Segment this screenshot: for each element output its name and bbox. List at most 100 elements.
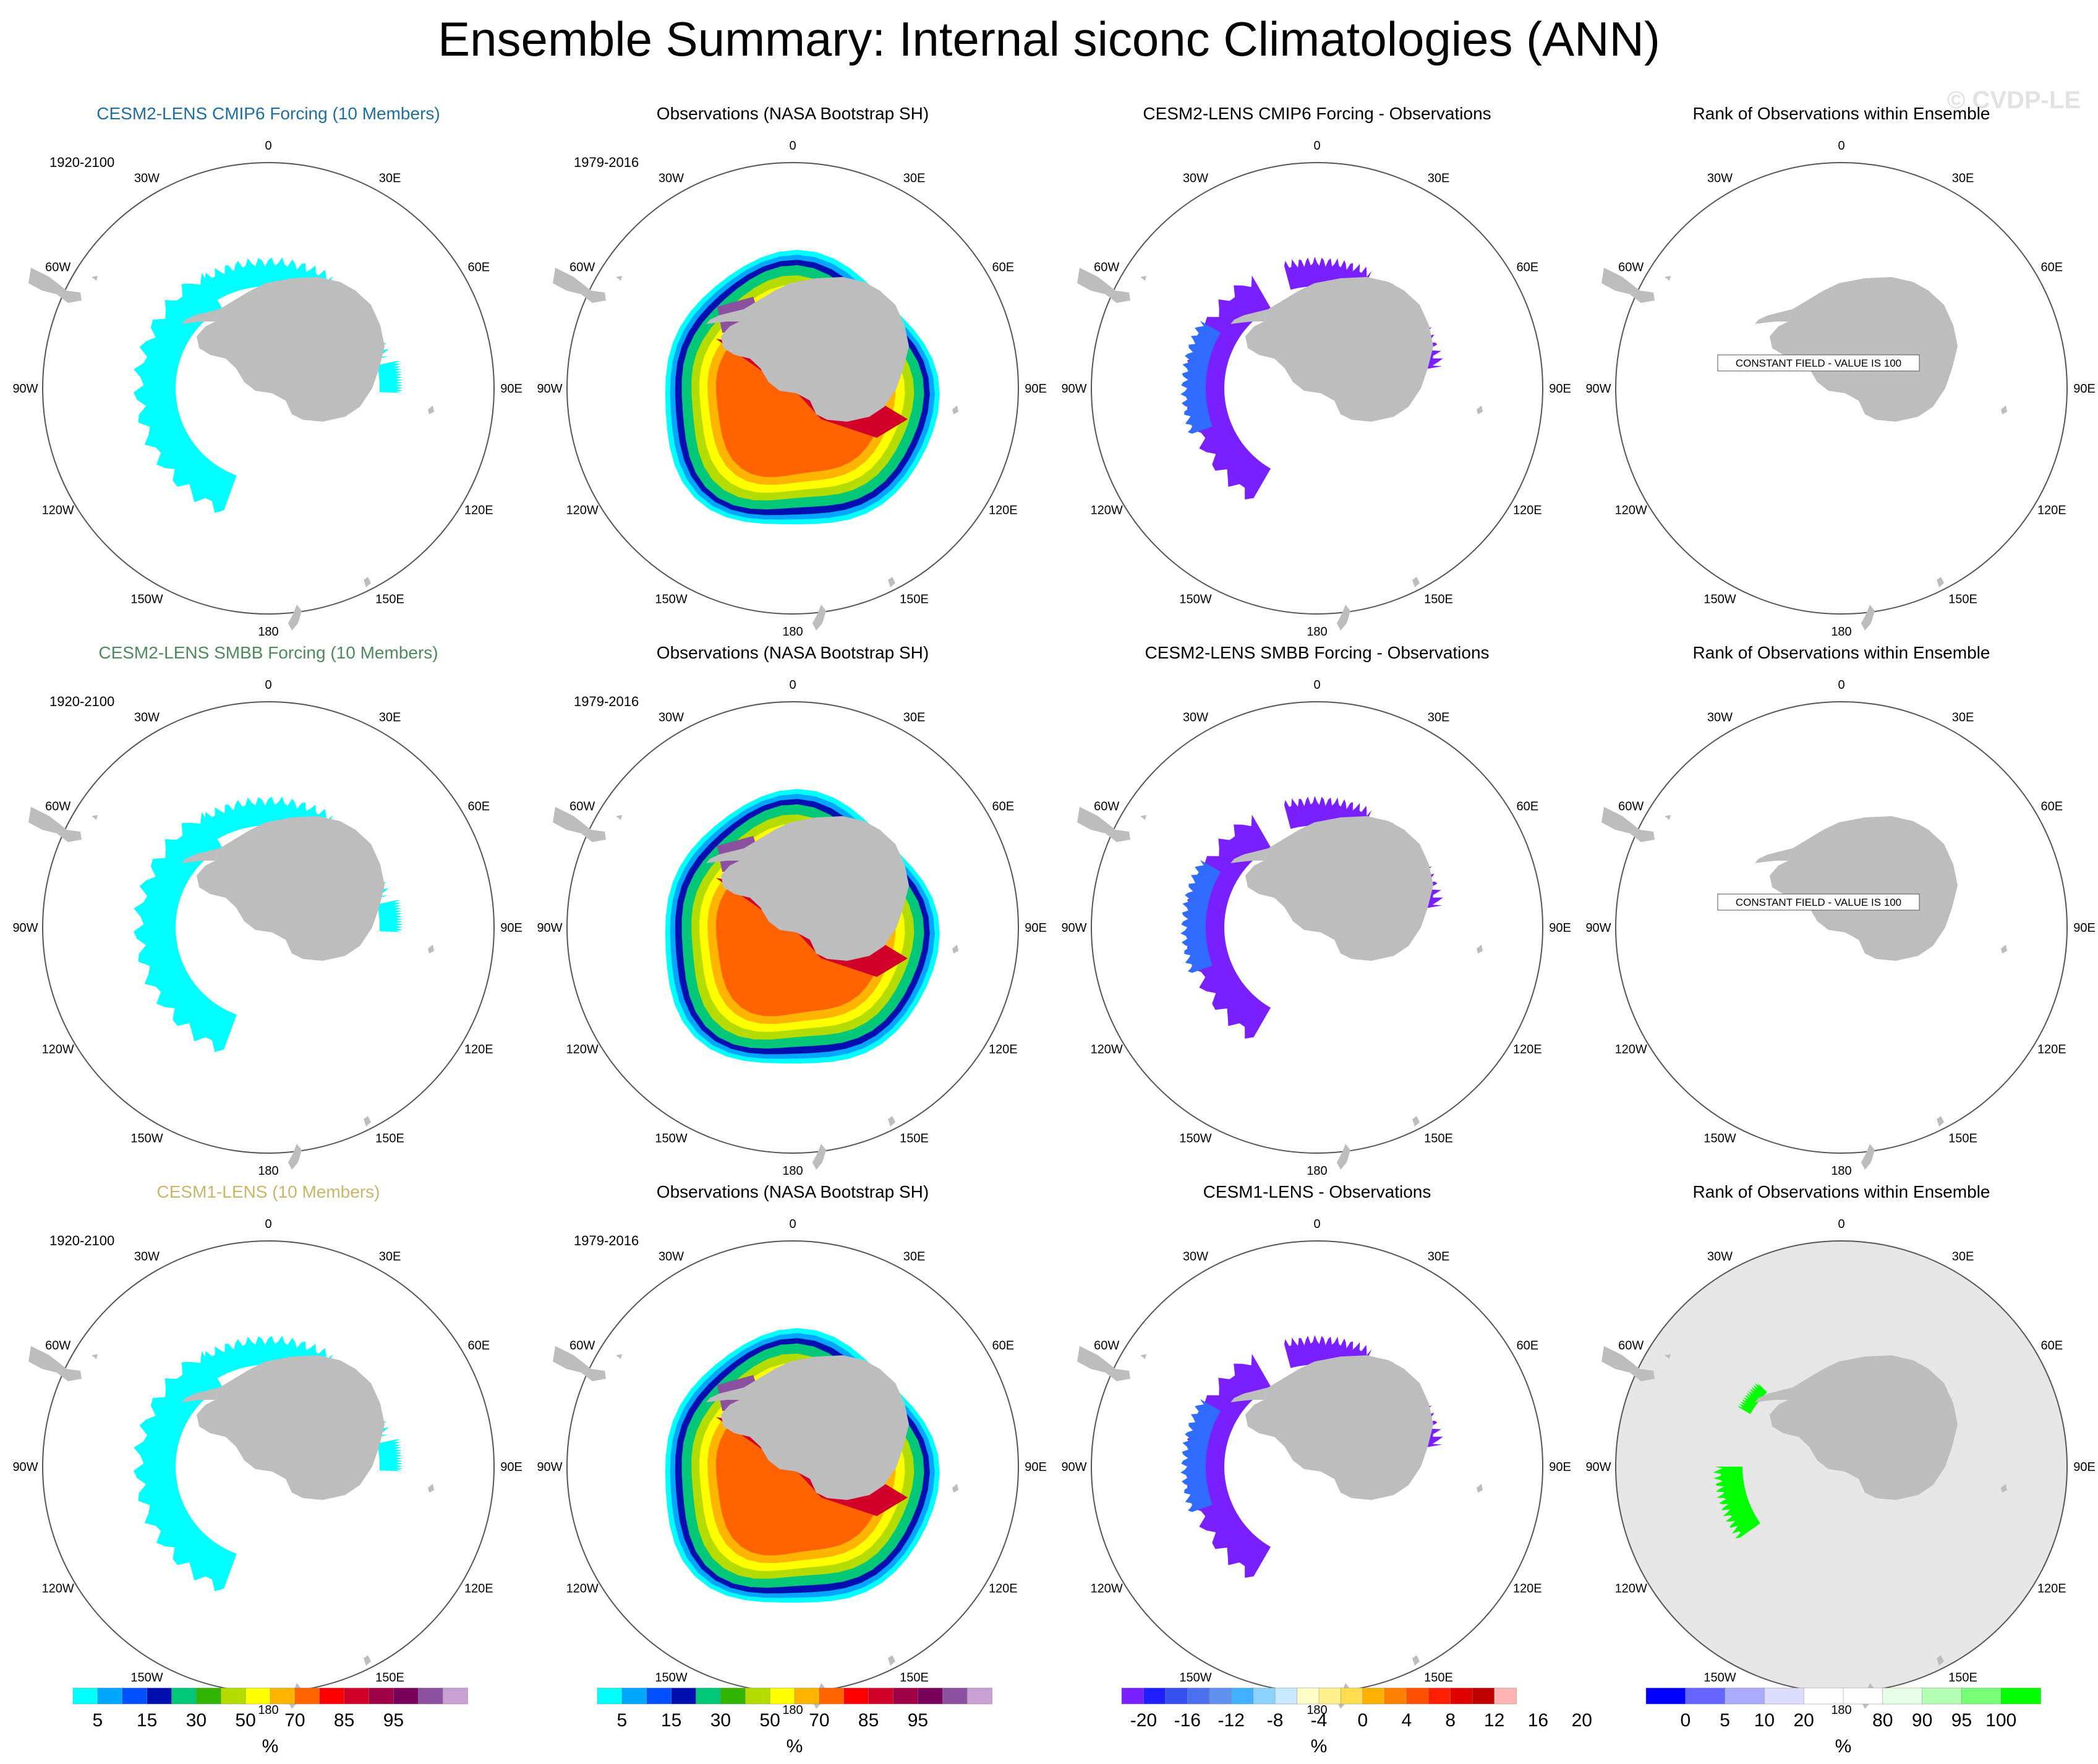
colorbar-swatch (1428, 1687, 1451, 1705)
longitude-label: 60W (1618, 800, 1644, 814)
antarctic-peninsula-shape (706, 848, 744, 863)
longitude-label: 30E (1952, 711, 1974, 725)
panel-period: 1920-2100 (49, 1233, 115, 1248)
longitude-label: 30W (1183, 172, 1208, 185)
longitude-label: 150E (375, 1131, 404, 1145)
panel-title: CESM2-LENS CMIP6 Forcing (10 Members) (96, 104, 440, 123)
polar-map: 0 30E 60E 90E 120E 150E 180 150W 120W 90W 60W 30W CO… (1585, 139, 2095, 639)
longitude-label: 180 (1307, 1703, 1327, 1717)
sea-ice-region (134, 273, 237, 513)
longitude-label: 150E (1424, 1671, 1453, 1684)
longitude-label: 150E (375, 592, 404, 606)
longitude-label: 90W (537, 1460, 562, 1474)
longitude-label: 30E (379, 1250, 401, 1264)
island-shape (2001, 406, 2007, 414)
longitude-label: 180 (1831, 1703, 1851, 1717)
antarctic-peninsula-shape (1230, 1387, 1268, 1402)
island-shape (428, 945, 434, 953)
panel-title: CESM2-LENS CMIP6 Forcing - Observations (1143, 104, 1491, 123)
antarctic-peninsula-shape (706, 1387, 744, 1402)
longitude-label: 60W (569, 1339, 595, 1353)
panel-title: CESM1-LENS - Observations (1203, 1182, 1431, 1201)
longitude-label: 30E (903, 711, 926, 725)
colorbar-tick-label: 30 (186, 1710, 207, 1731)
island-shape (2001, 945, 2007, 953)
antarctic-peninsula-shape (1755, 848, 1793, 863)
longitude-label: 180 (782, 1703, 803, 1717)
island-shape (1140, 276, 1146, 281)
map-panel: Rank of Observations within Ensemble 0 30E… (1579, 1182, 2098, 1720)
south-america-shape (553, 268, 606, 303)
colorbar-swatch (843, 1687, 869, 1705)
colorbar-tick-label: 50 (759, 1710, 780, 1731)
longitude-labels: 0 30E 60E 90E 120E 150E 180 150W 120W 90W 60W 30W (1585, 678, 2095, 1178)
longitude-label: 150E (900, 1671, 929, 1684)
south-america-shape (28, 268, 82, 303)
polar-map: 0 30E 60E 90E 120E 150E 180 150W 120W 90W 60W 30W (1061, 139, 1571, 639)
longitude-label: 120W (1091, 1043, 1123, 1057)
longitude-label: 150W (1704, 592, 1736, 606)
longitude-label: 30W (1183, 1250, 1208, 1264)
longitude-labels: 0 30E 60E 90E 120E 150E 180 150W 120W 90W 60W 30W (1061, 139, 1571, 639)
new-zealand-north-shape (1412, 1655, 1420, 1666)
longitude-label: 180 (1831, 1164, 1851, 1178)
colorbar-tick-label: 15 (661, 1710, 681, 1731)
south-america-shape (28, 1346, 82, 1381)
antarctica-shape (197, 1355, 385, 1500)
land-mask (1601, 268, 2007, 631)
colorbar-swatch (1494, 1687, 1517, 1705)
colorbar-swatch (1121, 1687, 1145, 1705)
colorbar-tick-label: 0 (1358, 1710, 1368, 1731)
island-shape (92, 815, 98, 820)
longitude-label: 180 (1307, 625, 1327, 639)
colorbar-unit: % (1835, 1736, 1852, 1757)
longitude-label: 90W (1585, 1460, 1611, 1474)
new-zealand-north-shape (364, 1655, 371, 1666)
colorbar-tick-label: -4 (1311, 1710, 1328, 1731)
longitude-label: 150W (1179, 1671, 1211, 1684)
colorbar-swatch (1384, 1687, 1407, 1705)
land-mask (28, 807, 434, 1170)
longitude-label: 60W (1618, 261, 1644, 275)
longitude-label: 30W (1707, 172, 1733, 185)
sea-ice-region (377, 360, 403, 393)
polar-map: 0 30E 60E 90E 120E 150E 180 150W 120W 90W 60W 30W (12, 139, 522, 639)
colorbar-swatch (294, 1687, 320, 1705)
colorbar-tick-label: 85 (334, 1710, 354, 1731)
longitude-label: 120E (1513, 1043, 1542, 1057)
longitude-label: 90W (12, 382, 38, 396)
colorbar-tick-label: 0 (1680, 1710, 1691, 1731)
island-shape (1665, 815, 1671, 820)
longitude-labels: 0 30E 60E 90E 120E 150E 180 150W 120W 90W 60W 30W (1585, 1217, 2095, 1717)
antarctic-peninsula-shape (706, 309, 744, 324)
south-america-shape (1077, 807, 1130, 842)
negative-difference-region (1185, 814, 1271, 1039)
longitude-label: 90W (1061, 382, 1086, 396)
longitude-label: 180 (1831, 625, 1851, 639)
longitude-label: 150E (375, 1671, 404, 1684)
longitude-label: 120E (464, 504, 493, 518)
island-shape (952, 406, 958, 414)
longitude-label: 150E (1424, 1131, 1453, 1145)
longitude-label: 60W (569, 800, 595, 814)
longitude-label: 30E (379, 711, 401, 725)
longitude-label: 90E (1549, 382, 1571, 396)
longitude-label: 180 (258, 625, 278, 639)
colorbar-observations: 5 15 30 50 70 85 95% (592, 1687, 1117, 1761)
colorbar-swatch (1685, 1687, 1726, 1705)
map-panel: Observations (NASA Bootstrap SH) 1979-201… (531, 1182, 1055, 1720)
longitude-label: 60W (569, 261, 595, 275)
land-mask (28, 268, 434, 631)
longitude-label: 150W (655, 592, 687, 606)
antarctica-shape (721, 277, 909, 422)
new-zealand-north-shape (1412, 1116, 1420, 1127)
longitude-label: 60W (1094, 1339, 1119, 1353)
longitude-label: 30E (1952, 1250, 1974, 1264)
longitude-label: 120W (566, 504, 599, 518)
panel-period: 1979-2016 (574, 694, 639, 709)
colorbar-unit: % (1311, 1736, 1328, 1757)
longitude-label: 60W (45, 1339, 70, 1353)
land-mask (553, 807, 958, 1170)
antarctica-shape (197, 277, 385, 422)
longitude-label: 60E (2041, 800, 2063, 814)
